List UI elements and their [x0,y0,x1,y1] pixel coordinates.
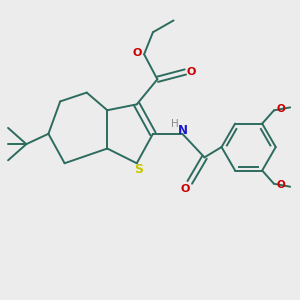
Text: O: O [276,180,285,190]
Text: O: O [276,104,285,114]
Text: N: N [178,124,188,137]
Text: O: O [133,48,142,58]
Text: H: H [171,119,179,129]
Text: O: O [187,67,196,77]
Text: O: O [181,184,190,194]
Text: S: S [134,163,143,176]
